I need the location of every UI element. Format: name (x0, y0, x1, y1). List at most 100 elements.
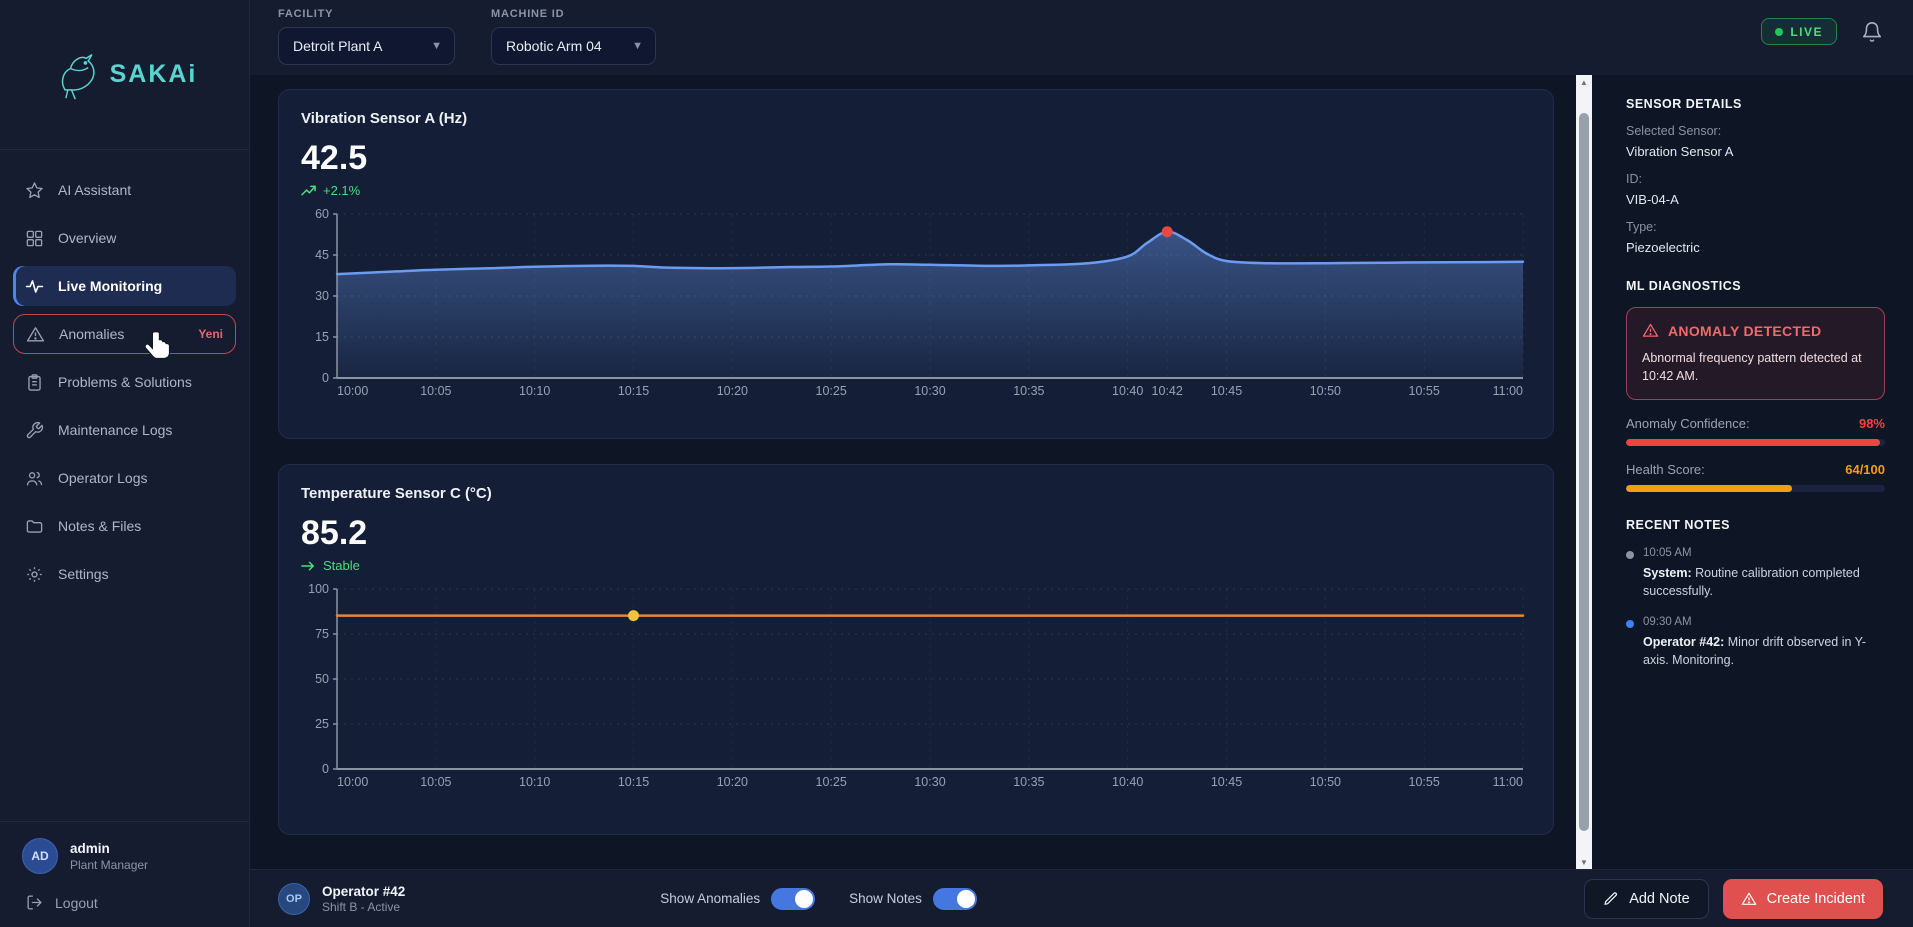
wrench-icon (26, 421, 44, 438)
create-incident-button[interactable]: Create Incident (1722, 878, 1883, 919)
ml-diagnostics-heading: ML DIAGNOSTICS (1626, 279, 1742, 293)
sidebar-item-live-monitoring[interactable]: Live Monitoring (13, 266, 236, 306)
logout-button[interactable]: Logout (22, 894, 227, 911)
svg-text:10:20: 10:20 (717, 384, 748, 398)
chevron-down-icon: ▼ (632, 40, 643, 52)
field-label: Selected Sensor: (1626, 124, 1722, 138)
sidebar-item-problems-solutions[interactable]: Problems & Solutions (13, 362, 236, 402)
svg-text:25: 25 (315, 717, 329, 731)
svg-text:0: 0 (322, 762, 329, 776)
temperature-chart-card: Temperature Sensor C (°C) 85.2 Stable 0 2… (278, 464, 1554, 835)
scroll-down-arrow[interactable]: ▼ (1580, 857, 1588, 867)
folder-icon (26, 519, 43, 533)
toggle-knob (956, 889, 975, 908)
svg-text:10:35: 10:35 (1013, 384, 1044, 398)
svg-text:10:25: 10:25 (816, 384, 847, 398)
add-note-button[interactable]: Add Note (1584, 878, 1709, 919)
warning-triangle-icon (1642, 323, 1659, 337)
sidebar-item-notes-files[interactable]: Notes & Files (13, 506, 236, 546)
trend-value: +2.1% (323, 183, 361, 198)
users-icon (26, 471, 43, 486)
facility-select[interactable]: Detroit Plant A ▼ (278, 27, 455, 65)
show-notes-toggle-group: Show Notes (849, 887, 977, 910)
create-incident-label: Create Incident (1766, 890, 1865, 907)
anomalies-new-badge: Yeni (198, 327, 223, 341)
svg-text:10:30: 10:30 (914, 775, 945, 789)
svg-text:11:00: 11:00 (1493, 775, 1523, 789)
activity-icon (25, 279, 44, 293)
anomaly-confidence-bar (1626, 439, 1885, 447)
sidebar-item-settings[interactable]: Settings (13, 554, 236, 594)
note-body: Minor drift observed in Y-axis. Monitori… (1643, 634, 1867, 667)
metric-label: Anomaly Confidence: (1626, 416, 1750, 432)
trend-up-icon (301, 185, 316, 195)
svg-text:10:40: 10:40 (1112, 384, 1143, 398)
chart-title: Temperature Sensor C (°C) (301, 485, 492, 502)
sidebar-item-maintenance-logs[interactable]: Maintenance Logs (13, 410, 236, 450)
add-note-label: Add Note (1629, 890, 1690, 907)
vertical-scrollbar[interactable]: ▲ ▼ (1576, 75, 1592, 869)
warning-triangle-icon (26, 326, 45, 342)
avatar: AD (22, 838, 58, 874)
scroll-up-arrow[interactable]: ▲ (1580, 77, 1588, 87)
show-anomalies-toggle[interactable] (771, 887, 816, 910)
sidebar-item-label: Problems & Solutions (58, 374, 192, 390)
machine-id-label: MACHINE ID (491, 8, 565, 20)
chart-current-value: 85.2 (301, 514, 368, 552)
show-anomalies-label: Show Anomalies (660, 891, 761, 906)
facility-group: FACILITY Detroit Plant A ▼ (278, 8, 455, 65)
vibration-chart[interactable]: 0 15 30 45 60 10:00 10:05 10:10 10:15 10:20 10:25 1… (301, 206, 1531, 404)
topbar: FACILITY Detroit Plant A ▼ MACHINE ID Ro… (250, 0, 1913, 75)
svg-text:75: 75 (315, 627, 329, 641)
recent-notes-heading: RECENT NOTES (1626, 518, 1730, 533)
svg-text:15: 15 (315, 330, 329, 344)
sidebar-item-anomalies[interactable]: Anomalies Yeni (13, 314, 236, 354)
svg-text:10:00: 10:00 (337, 775, 368, 789)
vibration-chart-card: Vibration Sensor A (Hz) 42.5 +2.1% 0 15 30… (278, 89, 1554, 439)
show-anomalies-toggle-group: Show Anomalies (660, 887, 816, 910)
sidebar-item-label: Overview (58, 230, 117, 246)
sidebar-item-ai-assistant[interactable]: AI Assistant (13, 170, 236, 210)
user-row[interactable]: AD admin Plant Manager (22, 838, 227, 874)
field-label: ID: (1626, 172, 1642, 186)
anomaly-title: ANOMALY DETECTED (1668, 322, 1822, 339)
svg-text:10:45: 10:45 (1211, 775, 1242, 789)
brand-name: SAKAi (109, 60, 198, 88)
grid-icon (26, 230, 43, 246)
svg-text:11:00: 11:00 (1493, 384, 1523, 398)
facility-label: FACILITY (278, 8, 334, 20)
svg-text:0: 0 (322, 371, 329, 385)
show-notes-label: Show Notes (849, 891, 922, 906)
sidebar-item-label: Notes & Files (58, 518, 142, 534)
arrow-right-icon (301, 561, 314, 570)
sidebar-item-label: Maintenance Logs (58, 422, 173, 438)
sidebar-item-label: Anomalies (59, 326, 125, 342)
machine-id-value: Robotic Arm 04 (506, 38, 602, 54)
svg-text:10:10: 10:10 (519, 384, 550, 398)
sidebar-item-label: AI Assistant (58, 182, 132, 198)
sidebar-nav: AI Assistant Overview Live Monitoring An… (0, 150, 249, 594)
metric-value: 64/100 (1845, 462, 1885, 478)
chart-trend: +2.1% (301, 183, 1531, 198)
svg-text:10:55: 10:55 (1409, 384, 1440, 398)
live-dot-icon (1775, 27, 1784, 36)
sidebar-item-operator-logs[interactable]: Operator Logs (13, 458, 236, 498)
field-value: Piezoelectric (1626, 240, 1700, 255)
svg-text:10:42: 10:42 (1152, 384, 1183, 398)
show-notes-toggle[interactable] (932, 887, 977, 910)
machine-id-select[interactable]: Robotic Arm 04 ▼ (491, 27, 656, 65)
anomaly-message: Abnormal frequency pattern detected at 1… (1642, 351, 1862, 384)
field-label: Type: (1626, 220, 1657, 234)
bell-icon[interactable] (1861, 21, 1883, 43)
scrollbar-thumb[interactable] (1579, 113, 1589, 831)
chart-title: Vibration Sensor A (Hz) (301, 110, 468, 127)
note-time: 10:05 AM (1643, 547, 1692, 560)
svg-text:100: 100 (308, 582, 329, 596)
sensor-details-panel: SENSOR DETAILS Selected Sensor: Vibratio… (1592, 75, 1913, 869)
sidebar-item-overview[interactable]: Overview (13, 218, 236, 258)
clipboard-icon (28, 373, 41, 391)
svg-text:10:35: 10:35 (1013, 775, 1044, 789)
svg-text:50: 50 (315, 672, 329, 686)
temperature-chart[interactable]: 0 25 50 75 100 10:00 10:05 10:10 10:15 10:20 10:25… (301, 581, 1531, 795)
field-value: VIB-04-A (1626, 192, 1679, 207)
